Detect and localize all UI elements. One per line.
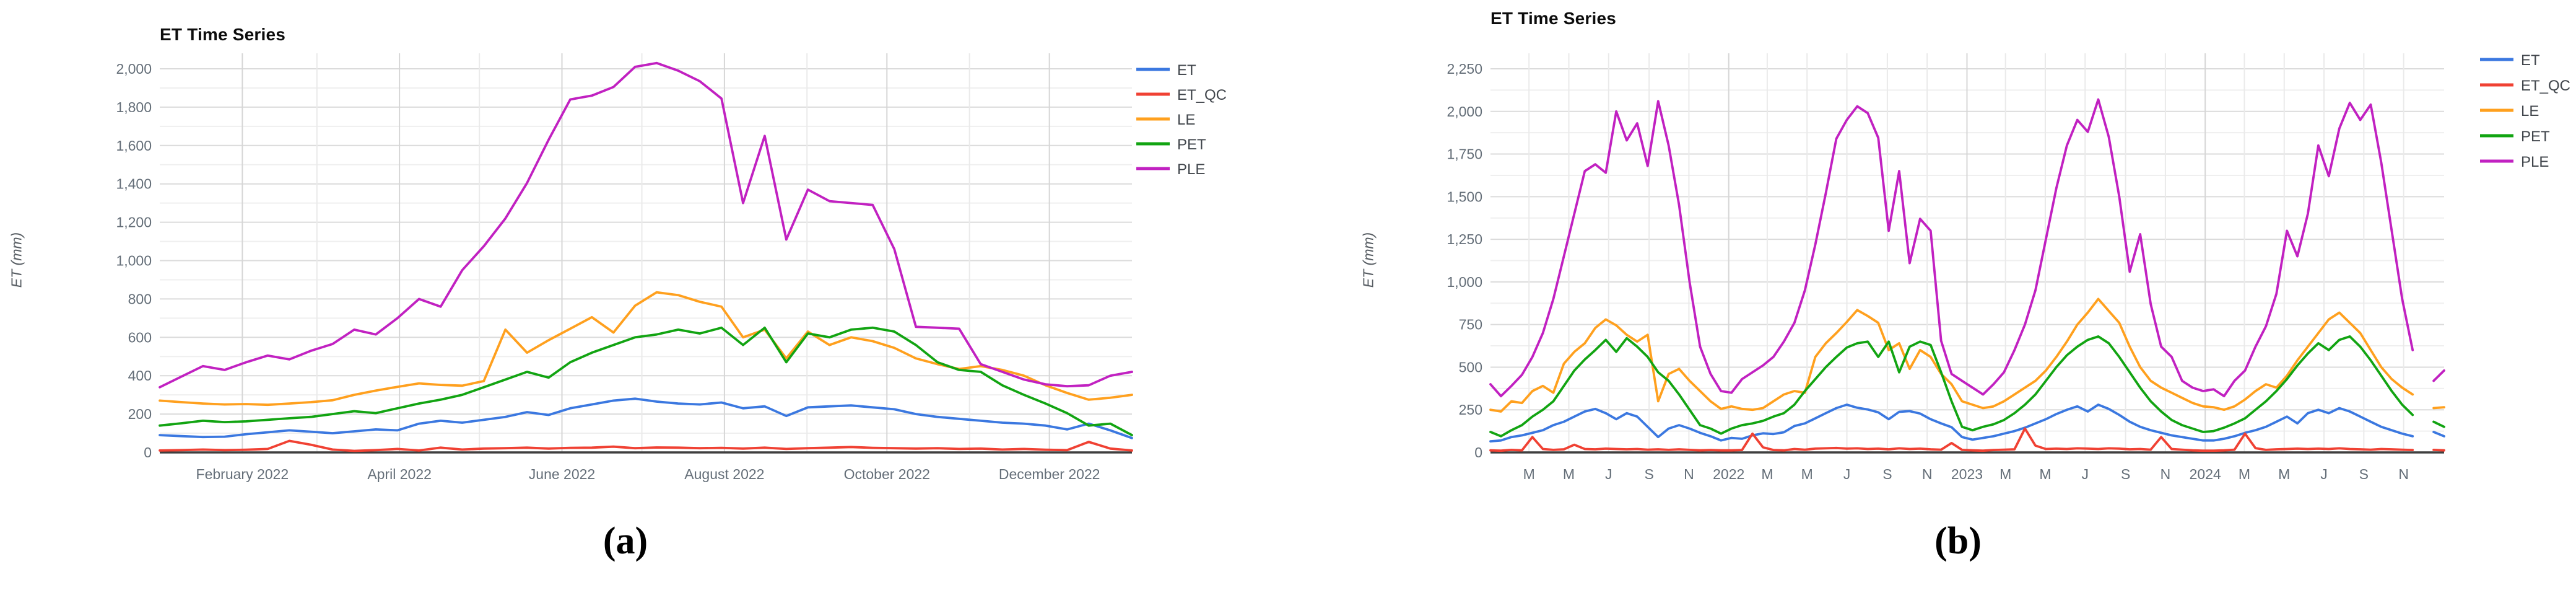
x-axis-labels: M M J S N 2022 M M J S N 2023 M M J S N 2024 M M J S N	[1523, 466, 2409, 482]
legend-label-PLE: PLE	[1177, 161, 1205, 178]
y-tick-label: 1,750	[1447, 146, 1482, 162]
y-tick-label: 1,800	[116, 99, 152, 115]
x-tick-label: N	[1684, 466, 1694, 482]
y-tick-label: 1,250	[1447, 231, 1482, 247]
chart-plot-area-a: 0 200 400 600 800 1,000 1,200 1,400 1,600 1,800 2,…	[116, 53, 1227, 482]
y-tick-label: 0	[144, 444, 152, 460]
x-gridlines	[242, 53, 1050, 452]
x-tick-label: S	[2359, 466, 2369, 482]
series-line-LE	[1489, 297, 2445, 413]
y-tick-label: 400	[128, 368, 152, 384]
y-tick-label: 250	[1459, 402, 1482, 418]
legend-item-LE: LE	[1136, 112, 1195, 128]
x-tick-label: M	[1523, 466, 1535, 482]
y-tick-label: 800	[128, 291, 152, 307]
y-tick-label: 2,000	[116, 61, 152, 77]
y-tick-label: 1,200	[116, 214, 152, 231]
y-tick-label: 1,000	[1447, 274, 1482, 290]
legend-item-LE: LE	[2480, 103, 2539, 120]
legend-label-LE: LE	[2521, 103, 2539, 120]
x-tick-label: M	[2239, 466, 2250, 482]
y-tick-label: 600	[128, 329, 152, 345]
x-tick-label: M	[2278, 466, 2290, 482]
legend-label-ET: ET	[2521, 52, 2540, 69]
y-tick-label: 1,600	[116, 138, 152, 154]
x-tick-label: J	[2082, 466, 2089, 482]
x-tick-label: April 2022	[367, 466, 432, 482]
y-tick-label: 1,000	[116, 253, 152, 269]
legend-item-ET_QC: ET_QC	[2480, 77, 2570, 94]
series-line-ET_QC	[159, 439, 1133, 452]
x-tick-label: 2023	[1951, 466, 1983, 482]
x-tick-label: M	[1801, 466, 1813, 482]
x-tick-label: 2022	[1713, 466, 1744, 482]
series-line-PET	[1489, 335, 2445, 438]
legend-label-ET: ET	[1177, 62, 1196, 79]
legend-label-PLE: PLE	[2521, 154, 2549, 170]
chart-panel-a: ET Time Series ET (mm) 0 200 400 600 800 1,00…	[9, 25, 1227, 562]
legend-label-PET: PET	[1177, 136, 1206, 153]
y-axis-labels: 0 200 400 600 800 1,000 1,200 1,400 1,600 1,800 2,…	[116, 61, 152, 460]
panel-caption-b: (b)	[1934, 520, 1982, 562]
series-line-LE	[159, 291, 1133, 407]
x-tick-label: M	[1761, 466, 1773, 482]
y-tick-label: 1,500	[1447, 188, 1482, 205]
x-tick-label: N	[1922, 466, 1933, 482]
legend-label-ET_QC: ET_QC	[1177, 87, 1227, 103]
series-line-ET	[1489, 403, 2445, 442]
x-tick-label: M	[1563, 466, 1575, 482]
x-tick-label: N	[2160, 466, 2171, 482]
series-line-PLE	[1489, 98, 2445, 398]
y-tick-label: 2,250	[1447, 61, 1482, 77]
x-tick-label: S	[2121, 466, 2130, 482]
y-tick-label: 2,000	[1447, 103, 1482, 120]
legend-item-ET: ET	[2480, 52, 2540, 69]
legend-item-PLE: PLE	[1136, 161, 1205, 178]
legend-label-LE: LE	[1177, 112, 1195, 128]
y-tick-label: 1,400	[116, 176, 152, 192]
x-tick-label: N	[2398, 466, 2409, 482]
x-tick-label: December 2022	[999, 466, 1100, 482]
x-tick-label: S	[1882, 466, 1892, 482]
x-tick-label: August 2022	[684, 466, 764, 482]
legend-item-ET_QC: ET_QC	[1136, 87, 1227, 103]
x-tick-label: S	[1644, 466, 1653, 482]
x-tick-label: February 2022	[196, 466, 289, 482]
y-tick-label: 0	[1474, 444, 1482, 460]
y-axis-labels: 0 250 500 750 1,000 1,250 1,500 1,750 2,000 2,250	[1447, 61, 1482, 460]
legend-item-PET: PET	[2480, 128, 2550, 145]
chart-plot-area-b: 0 250 500 750 1,000 1,250 1,500 1,750 2,000 2,250…	[1447, 52, 2570, 482]
chart-title: ET Time Series	[1490, 9, 1617, 28]
x-tick-label: J	[2320, 466, 2328, 482]
series-line-PLE	[159, 61, 1133, 389]
y-gridlines	[160, 68, 1132, 434]
series-line-ET	[159, 397, 1133, 439]
x-tick-label: J	[1843, 466, 1851, 482]
x-tick-label: 2024	[2190, 466, 2221, 482]
legend: ET ET_QC LE PET PLE	[1136, 62, 1227, 178]
y-tick-label: 500	[1459, 359, 1482, 375]
panel-caption-a: (a)	[603, 520, 648, 562]
y-tick-label: 750	[1459, 317, 1482, 333]
legend-label-PET: PET	[2521, 128, 2550, 145]
legend: ET ET_QC LE PET PLE	[2480, 52, 2570, 170]
chart-panel-b: ET Time Series ET (mm) 0 250 500 750 1,000 1,…	[1338, 0, 2576, 590]
x-tick-label: October 2022	[844, 466, 930, 482]
series-line-PET	[159, 326, 1133, 436]
x-axis-labels: February 2022 April 2022 June 2022 August 2…	[196, 466, 1100, 482]
legend-label-ET_QC: ET_QC	[2521, 77, 2570, 94]
x-tick-label: J	[1605, 466, 1612, 482]
chart-title: ET Time Series	[160, 25, 286, 44]
x-tick-label: M	[2039, 466, 2051, 482]
legend-item-PET: PET	[1136, 136, 1206, 153]
series-line-ET_QC	[1489, 427, 2445, 452]
legend-item-PLE: PLE	[2480, 154, 2549, 170]
x-tick-label: M	[1999, 466, 2011, 482]
y-tick-label: 200	[128, 406, 152, 422]
x-tick-label: June 2022	[529, 466, 595, 482]
legend-item-ET: ET	[1136, 62, 1196, 79]
